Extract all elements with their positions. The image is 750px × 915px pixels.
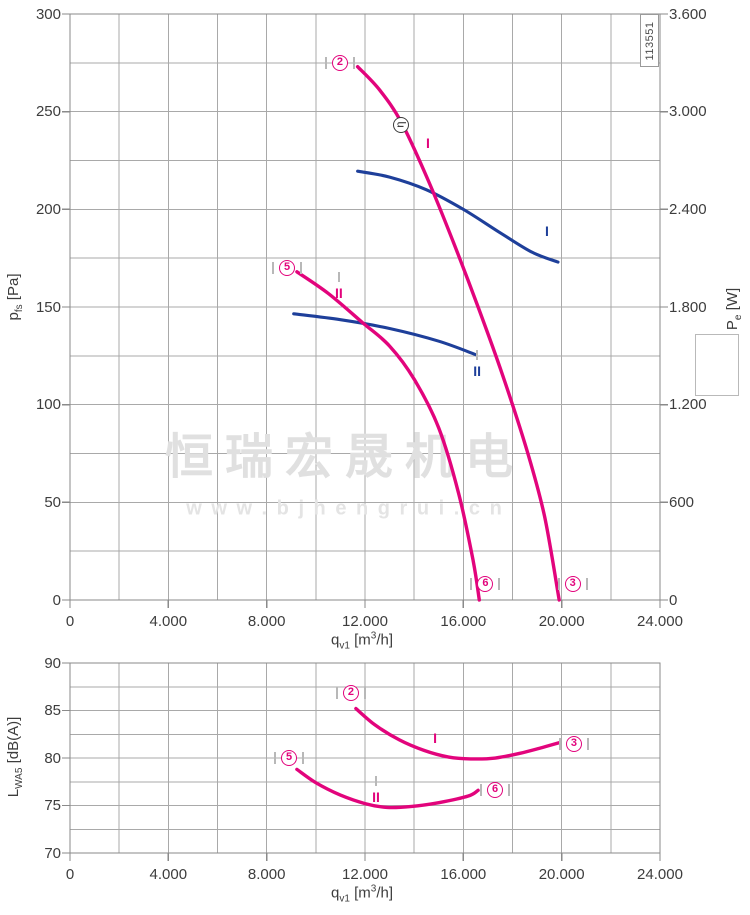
pressure-axis-title: pfs [Pa] [5, 273, 25, 321]
x-tick-label: 20.000 [538, 613, 585, 630]
part-number: 113551 [643, 21, 656, 60]
marker-leader-tick [558, 737, 561, 750]
marker-leader-tick [352, 56, 355, 69]
label-leader-tick [476, 350, 479, 361]
flow-axis-title-bottom: qv1 [m3/h] [331, 883, 393, 905]
y-left-tick-label: 75 [44, 797, 61, 814]
pressure-curve-II [295, 270, 481, 602]
efficiency-eta-marker: η [393, 117, 409, 134]
curve-endpoint-marker-5: 5 [274, 750, 305, 766]
noise-curve-II [295, 767, 480, 810]
marker-leader-tick [470, 578, 473, 591]
curve-endpoint-marker-6: 6 [480, 782, 511, 799]
power-curve-legend-box [695, 334, 739, 396]
label-leader-tick [337, 272, 340, 283]
marker-leader-tick [274, 752, 277, 764]
circled-number: 3 [565, 735, 582, 752]
x-tick-label: 12.000 [342, 613, 388, 630]
y-right-tick-label: 1.800 [669, 298, 707, 316]
marker-leader-tick [272, 261, 275, 274]
curve-label-II: II [361, 775, 391, 805]
x-tick-label: 0 [65, 866, 75, 883]
x-tick-label: 8.000 [247, 866, 286, 883]
power-curve-legend-line [736, 334, 740, 396]
y-left-tick-label: 70 [44, 844, 61, 862]
part-number-box: 113551 [640, 14, 659, 67]
marker-leader-tick [586, 737, 589, 750]
marker-leader-tick [363, 687, 366, 700]
curve-label-II: II [324, 272, 354, 301]
y-left-tick-label: 200 [35, 200, 61, 218]
y-left-tick-label: 150 [35, 298, 61, 316]
y-right-tick-label: 3.000 [669, 103, 707, 121]
circled-number: 2 [342, 685, 359, 702]
pressure-curve-legend-line [16, 336, 19, 390]
curve-label-I: I [433, 730, 437, 747]
y-left-tick-label: 100 [35, 396, 61, 414]
circled-number: 2 [331, 54, 348, 71]
pressure-curve-I [355, 65, 561, 602]
curve-label-II: II [462, 350, 492, 379]
y-right-tick-label: 1.200 [669, 396, 707, 414]
circled-number: 5 [281, 750, 298, 766]
y-right-tick-label: 0 [669, 591, 678, 609]
y-left-tick-label: 90 [44, 654, 61, 672]
marker-leader-tick [335, 687, 338, 700]
flow-axis-title-top: qv1 [m3/h] [331, 630, 393, 652]
curve-endpoint-marker-2: 2 [324, 54, 355, 71]
marker-leader-tick [498, 578, 501, 591]
eta-symbol: η [394, 121, 407, 128]
label-leader-tick [375, 775, 378, 786]
marker-leader-tick [324, 56, 327, 69]
x-tick-label: 4.000 [149, 866, 188, 883]
y-left-tick-label: 250 [35, 103, 61, 121]
y-right-tick-label: 600 [669, 493, 695, 511]
curve-endpoint-marker-3: 3 [557, 576, 588, 593]
curve-endpoint-marker-2: 2 [335, 685, 366, 702]
circled-number: 6 [477, 576, 494, 593]
y-left-tick-label: 80 [44, 749, 61, 767]
marker-leader-tick [508, 784, 511, 797]
noise-axis-title: LWA5 [dB(A)] [5, 716, 25, 798]
x-tick-label: 16.000 [440, 866, 487, 883]
marker-leader-tick [585, 578, 588, 591]
marker-leader-tick [557, 578, 560, 591]
x-tick-label: 0 [65, 613, 75, 630]
circled-number: 5 [279, 259, 296, 276]
marker-leader-tick [302, 752, 305, 764]
circled-number: 6 [487, 782, 504, 799]
x-tick-label: 4.000 [149, 613, 188, 630]
y-right-tick-label: 3.600 [669, 5, 707, 23]
x-tick-label: 12.000 [342, 866, 388, 883]
x-tick-label: 16.000 [440, 613, 487, 630]
y-left-tick-label: 300 [35, 5, 61, 23]
y-left-tick-label: 50 [44, 493, 61, 511]
y-right-tick-label: 2.400 [669, 200, 707, 218]
curve-endpoint-marker-3: 3 [558, 735, 589, 752]
power-curve-I [356, 169, 560, 264]
noise-curve-I [354, 706, 561, 761]
circled-number: 3 [564, 576, 581, 593]
curve-endpoint-marker-5: 5 [272, 259, 303, 276]
x-tick-label: 24.000 [637, 866, 683, 883]
y-left-tick-label: 0 [52, 591, 61, 609]
marker-leader-tick [300, 261, 303, 274]
marker-leader-tick [480, 784, 483, 797]
curve-endpoint-marker-6: 6 [470, 576, 501, 593]
y-left-tick-label: 85 [44, 702, 61, 719]
x-tick-label: 24.000 [637, 613, 683, 630]
x-tick-label: 20.000 [538, 866, 585, 883]
power-axis-title: Pe [W] [724, 287, 744, 331]
curve-label-I: I [425, 134, 430, 151]
curve-label-I: I [544, 222, 549, 239]
x-tick-label: 8.000 [247, 613, 286, 630]
power-curve-II [292, 312, 478, 357]
